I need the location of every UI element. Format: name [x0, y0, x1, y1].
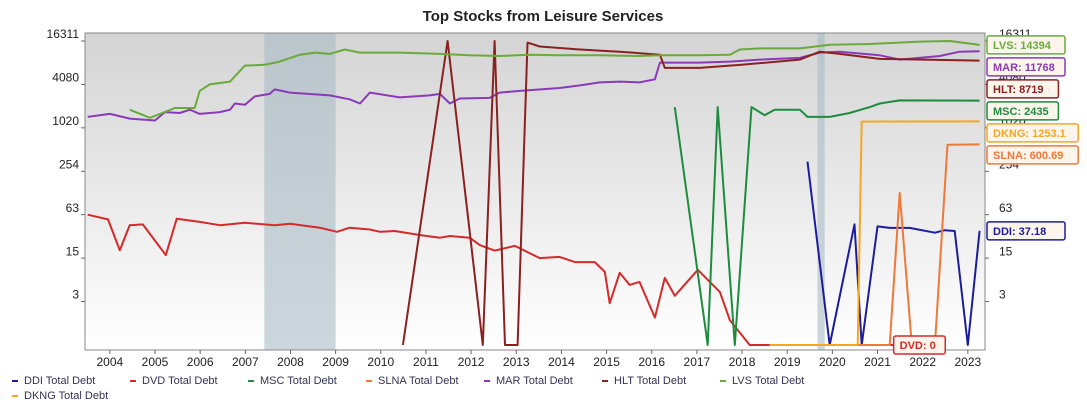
shaded-period [817, 33, 825, 350]
end-label: MAR: 11768 [993, 62, 1055, 74]
end-label-box [986, 35, 1066, 55]
end-label: DDI: 37.18 [993, 226, 1046, 238]
x-tick-label: 2010 [367, 355, 394, 369]
legend-label: DVD Total Debt [142, 375, 218, 387]
y-tick-label: 16311 [47, 27, 80, 41]
y-tick-label: 1020 [52, 114, 79, 128]
end-label-box [986, 79, 1060, 99]
x-tick-label: 2017 [684, 355, 711, 369]
series-line [129, 40, 980, 119]
y-tick-label: 63 [66, 201, 80, 215]
y-tick-label: 15 [66, 244, 80, 258]
plot-background [85, 33, 985, 350]
x-tick-label: 2020 [819, 355, 846, 369]
shaded-period [264, 33, 336, 350]
x-tick-label: 2008 [277, 355, 304, 369]
series-line [806, 161, 981, 346]
end-label-box [986, 57, 1066, 77]
y-tick-label-right: 3 [999, 288, 1006, 302]
y-tick-label: 3 [72, 288, 79, 302]
x-tick-label: 2009 [322, 355, 349, 369]
legend-label: HLT Total Debt [614, 375, 686, 387]
x-tick-label: 2006 [187, 355, 214, 369]
chart-title: Top Stocks from Leisure Services [423, 8, 664, 25]
x-tick-label: 2016 [638, 355, 665, 369]
end-label: DKNG: 1253.1 [993, 128, 1066, 140]
x-tick-label: 2005 [142, 355, 169, 369]
legend-label: MAR Total Debt [496, 375, 573, 387]
y-tick-label-right: 15 [999, 244, 1013, 258]
end-label-box [892, 335, 947, 355]
x-tick-label: 2023 [954, 355, 981, 369]
x-tick-label: 2022 [909, 355, 936, 369]
x-tick-label: 2007 [232, 355, 259, 369]
x-tick-label: 2015 [593, 355, 620, 369]
end-label-box [986, 221, 1066, 241]
x-tick-label: 2013 [503, 355, 530, 369]
x-tick-label: 2014 [548, 355, 575, 369]
end-label-box [986, 145, 1079, 165]
legend-label: DKNG Total Debt [24, 390, 108, 402]
x-tick-label: 2021 [864, 355, 891, 369]
x-tick-label: 2004 [96, 355, 123, 369]
end-label: MSC: 2435 [993, 106, 1049, 118]
x-tick-label: 2018 [729, 355, 756, 369]
x-tick-label: 2011 [413, 355, 439, 369]
legend-label: SLNA Total Debt [378, 375, 459, 387]
legend-label: LVS Total Debt [732, 375, 804, 387]
x-tick-label: 2019 [774, 355, 801, 369]
end-label: SLNA: 600.69 [993, 150, 1063, 162]
end-label-box [986, 101, 1060, 121]
y-tick-label: 4080 [52, 71, 79, 85]
legend-label: DDI Total Debt [24, 375, 95, 387]
end-label: LVS: 14394 [993, 40, 1052, 52]
end-label: HLT: 8719 [993, 84, 1044, 96]
y-tick-label-right: 63 [999, 201, 1013, 215]
series-line [769, 120, 980, 346]
y-tick-label: 254 [59, 158, 79, 172]
legend-label: MSC Total Debt [260, 375, 337, 387]
series-line [401, 40, 980, 346]
series-line [673, 99, 980, 346]
x-tick-label: 2012 [458, 355, 485, 369]
series-line [87, 50, 980, 122]
end-label: DVD: 0 [900, 340, 936, 352]
end-label-box [986, 123, 1079, 143]
plot-frame [84, 32, 986, 351]
